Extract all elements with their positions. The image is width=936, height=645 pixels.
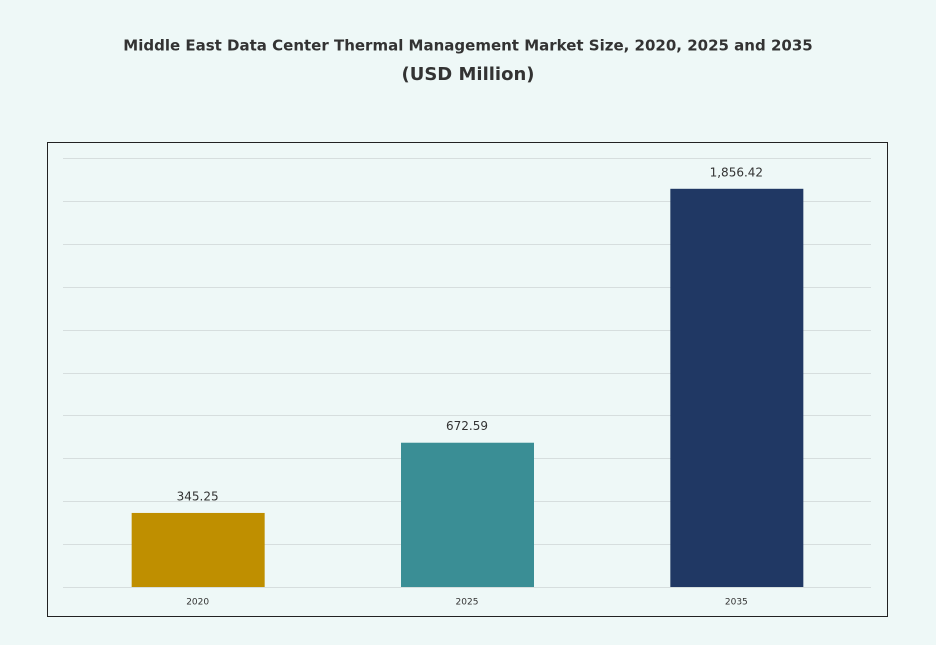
bar [401, 442, 534, 587]
chart-title: Middle East Data Center Thermal Manageme… [123, 37, 812, 55]
bar [131, 512, 265, 587]
x-tick-label: 2025 [456, 598, 479, 608]
chart-subtitle: (USD Million) [401, 64, 534, 85]
data-label: 345.25 [177, 489, 219, 503]
data-label: 1,856.42 [710, 165, 763, 179]
x-tick-label: 2035 [725, 598, 748, 608]
x-tick-label: 2020 [186, 598, 209, 608]
plot-frame [47, 142, 888, 617]
data-label: 672.59 [446, 419, 488, 433]
bar [670, 188, 804, 587]
